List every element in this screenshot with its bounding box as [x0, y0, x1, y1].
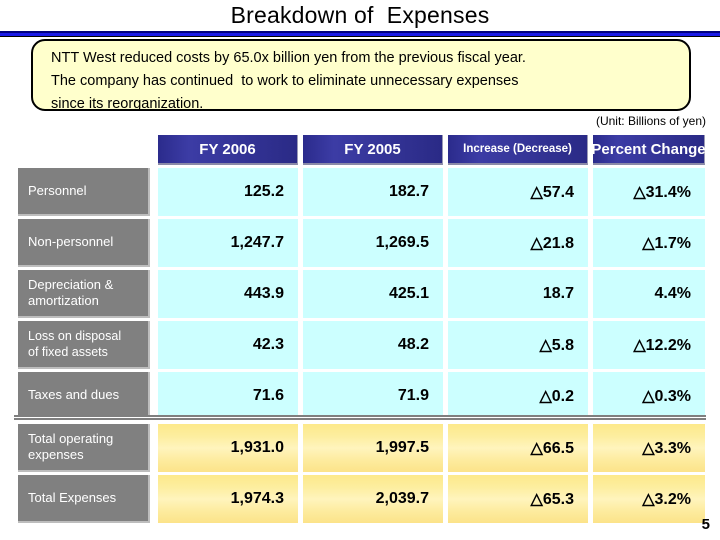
cell-total-expenses-increase: △65.3: [448, 475, 588, 523]
cell-depreciation-fy2005: 425.1: [303, 270, 443, 318]
callout-line-2: The company has continued to work to eli…: [51, 73, 519, 89]
cell-total-operating-fy2005: 1,997.5: [303, 424, 443, 472]
cell-non-personnel-fy2006: 1,247.7: [158, 219, 298, 267]
cell-loss-disposal-percent: △12.2%: [593, 321, 705, 369]
column-header-increase: Increase (Decrease): [448, 135, 588, 165]
cell-taxes-dues-percent: △0.3%: [593, 372, 705, 420]
unit-note: (Unit: Billions of yen): [595, 114, 706, 128]
totals-divider-gap: [14, 417, 706, 418]
callout-line-3: since its reorganization.: [51, 96, 204, 112]
row-label-non-personnel: Non-personnel: [18, 219, 150, 267]
cell-loss-disposal-increase: △5.8: [448, 321, 588, 369]
cell-total-operating-fy2006: 1,931.0: [158, 424, 298, 472]
row-label-total-operating-expenses: Total operating expenses: [18, 424, 150, 472]
cell-taxes-dues-fy2006: 71.6: [158, 372, 298, 420]
totals-divider: [14, 415, 706, 421]
page-number: 5: [701, 516, 710, 533]
cell-depreciation-percent: 4.4%: [593, 270, 705, 318]
cell-taxes-dues-increase: △0.2: [448, 372, 588, 420]
row-label-depreciation-amortization: Depreciation & amortization: [18, 270, 150, 318]
column-header-fy2005: FY 2005: [303, 135, 443, 165]
row-label-taxes-and-dues: Taxes and dues: [18, 372, 150, 420]
cell-non-personnel-percent: △1.7%: [593, 219, 705, 267]
cell-personnel-fy2005: 182.7: [303, 168, 443, 216]
title-rule-black: [0, 36, 720, 37]
cell-total-operating-increase: △66.5: [448, 424, 588, 472]
totals-divider-line-top: [14, 415, 706, 417]
cell-depreciation-fy2006: 443.9: [158, 270, 298, 318]
cell-personnel-percent: △31.4%: [593, 168, 705, 216]
cell-total-expenses-percent: △3.2%: [593, 475, 705, 523]
cell-taxes-dues-fy2005: 71.9: [303, 372, 443, 420]
callout-line-1: NTT West reduced costs by 65.0x billion …: [51, 50, 526, 66]
row-label-loss-on-disposal: Loss on disposal of fixed assets: [18, 321, 150, 369]
summary-callout: NTT West reduced costs by 65.0x billion …: [31, 39, 691, 112]
title-divider-rule: [0, 31, 720, 37]
title-rule-blue: [0, 33, 720, 36]
cell-loss-disposal-fy2006: 42.3: [158, 321, 298, 369]
cell-personnel-increase: △57.4: [448, 168, 588, 216]
cell-loss-disposal-fy2005: 48.2: [303, 321, 443, 369]
cell-total-expenses-fy2005: 2,039.7: [303, 475, 443, 523]
cell-total-operating-percent: △3.3%: [593, 424, 705, 472]
cell-non-personnel-fy2005: 1,269.5: [303, 219, 443, 267]
page-title: Breakdown of Expenses: [230, 2, 490, 28]
column-header-fy2006: FY 2006: [158, 135, 298, 165]
cell-depreciation-increase: 18.7: [448, 270, 588, 318]
cell-total-expenses-fy2006: 1,974.3: [158, 475, 298, 523]
cell-personnel-fy2006: 125.2: [158, 168, 298, 216]
title-rule-navy: [0, 31, 720, 33]
row-label-total-expenses: Total Expenses: [18, 475, 150, 523]
expense-breakdown-table: FY 2006 FY 2005 Increase (Decrease) Perc…: [0, 130, 720, 523]
cell-non-personnel-increase: △21.8: [448, 219, 588, 267]
totals-divider-line-bottom: [14, 418, 706, 420]
row-label-personnel: Personnel: [18, 168, 150, 216]
column-header-percent: Percent Change: [591, 135, 706, 165]
